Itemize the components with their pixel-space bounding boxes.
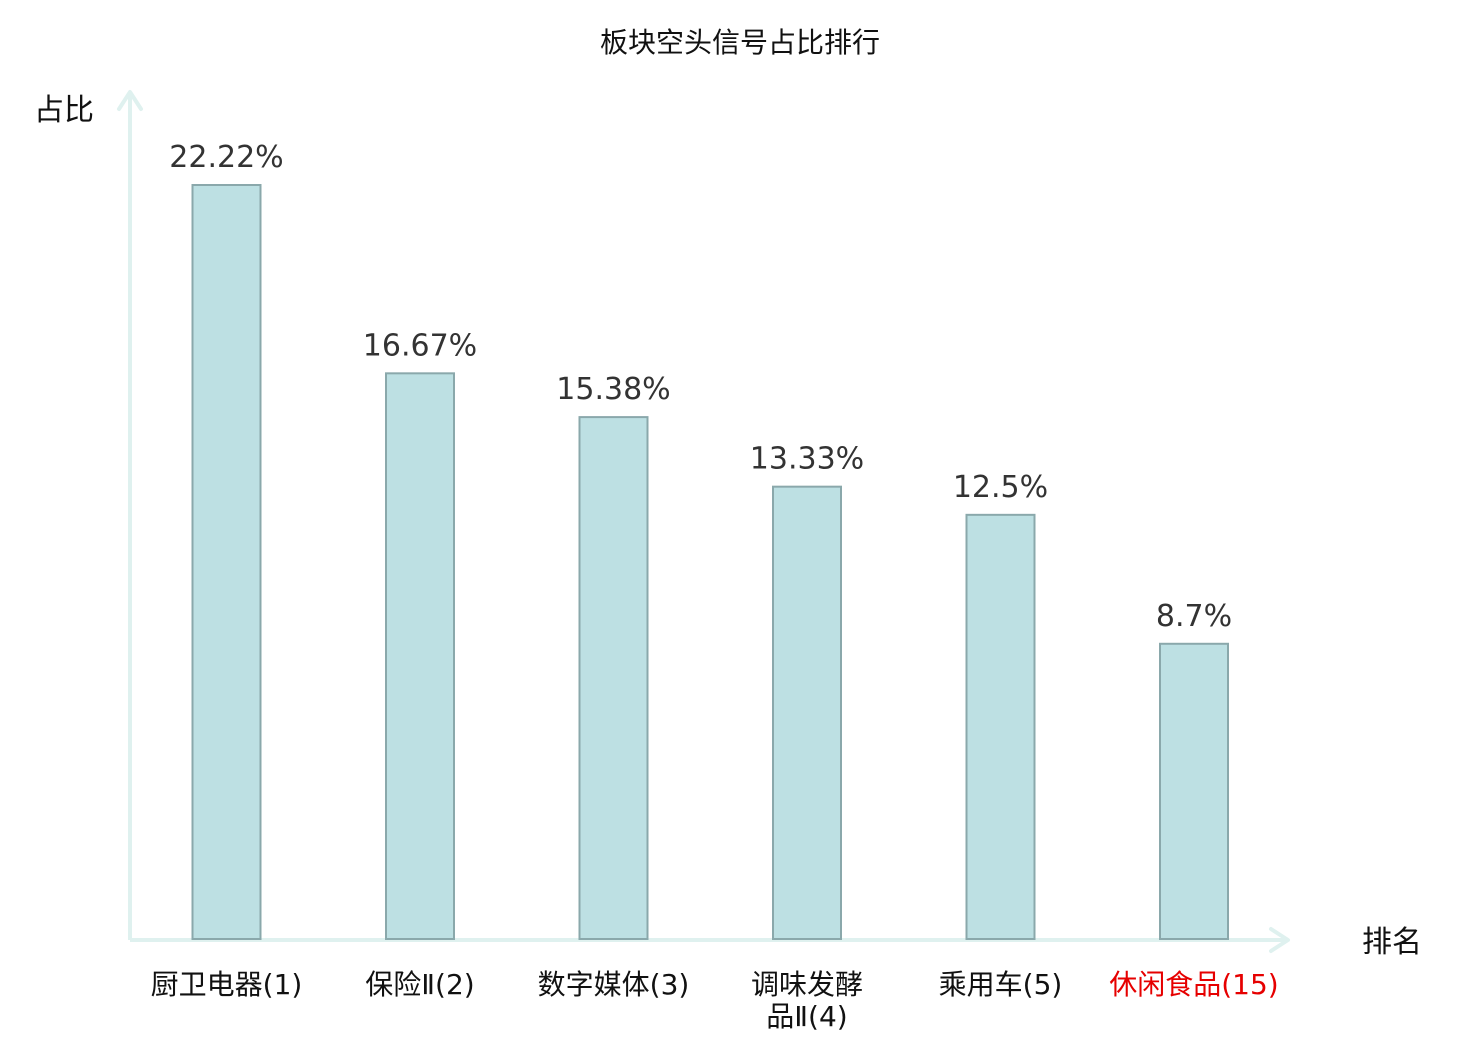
category-label-3: 调味发酵品Ⅱ(4) bbox=[751, 968, 863, 1033]
bars-group bbox=[191, 184, 1229, 940]
x-axis: 排名 bbox=[130, 925, 1422, 960]
category-label-1: 保险Ⅱ(2) bbox=[365, 968, 474, 1001]
x-axis-arrow-icon bbox=[1269, 927, 1290, 953]
value-label-2: 15.38% bbox=[556, 372, 670, 407]
value-label-5: 8.7% bbox=[1156, 599, 1232, 634]
category-label-line: 乘用车(5) bbox=[939, 968, 1063, 1001]
category-label-line: 调味发酵 bbox=[751, 968, 863, 1001]
category-label-5: 休闲食品(15) bbox=[1109, 968, 1278, 1001]
y-axis: 占比 bbox=[34, 90, 143, 940]
value-label-3: 13.33% bbox=[750, 442, 864, 477]
category-label-2: 数字媒体(3) bbox=[538, 968, 690, 1001]
bar-3 bbox=[772, 485, 842, 940]
value-label-1: 16.67% bbox=[363, 328, 477, 363]
y-axis-label: 占比 bbox=[34, 93, 94, 128]
category-label-line: 品Ⅱ(4) bbox=[766, 1000, 847, 1033]
x-axis-label: 排名 bbox=[1362, 925, 1422, 960]
chart-title: 板块空头信号占比排行 bbox=[600, 26, 880, 59]
category-label-line: 厨卫电器(1) bbox=[151, 968, 303, 1001]
value-label-4: 12.5% bbox=[953, 470, 1048, 505]
value-label-0: 22.22% bbox=[169, 140, 283, 175]
bar-1 bbox=[385, 372, 455, 940]
category-label-line: 休闲食品(15) bbox=[1109, 968, 1278, 1001]
bar-2 bbox=[578, 416, 649, 940]
category-label-0: 厨卫电器(1) bbox=[151, 968, 303, 1001]
category-label-line: 数字媒体(3) bbox=[538, 968, 690, 1001]
y-axis-arrow-icon bbox=[117, 90, 143, 111]
value-labels-group: 22.22% 16.67% 15.38% 13.33% 12.5% 8.7% bbox=[169, 140, 1232, 634]
category-label-line: 保险Ⅱ(2) bbox=[365, 968, 474, 1001]
bar-0 bbox=[191, 184, 262, 940]
bar-5 bbox=[1159, 642, 1229, 940]
category-label-4: 乘用车(5) bbox=[939, 968, 1063, 1001]
bar-4 bbox=[965, 513, 1036, 940]
category-labels-group: 厨卫电器(1) 保险Ⅱ(2) 数字媒体(3) 调味发酵品Ⅱ(4) 乘用车(5) 休闲食品(… bbox=[151, 968, 1279, 1033]
